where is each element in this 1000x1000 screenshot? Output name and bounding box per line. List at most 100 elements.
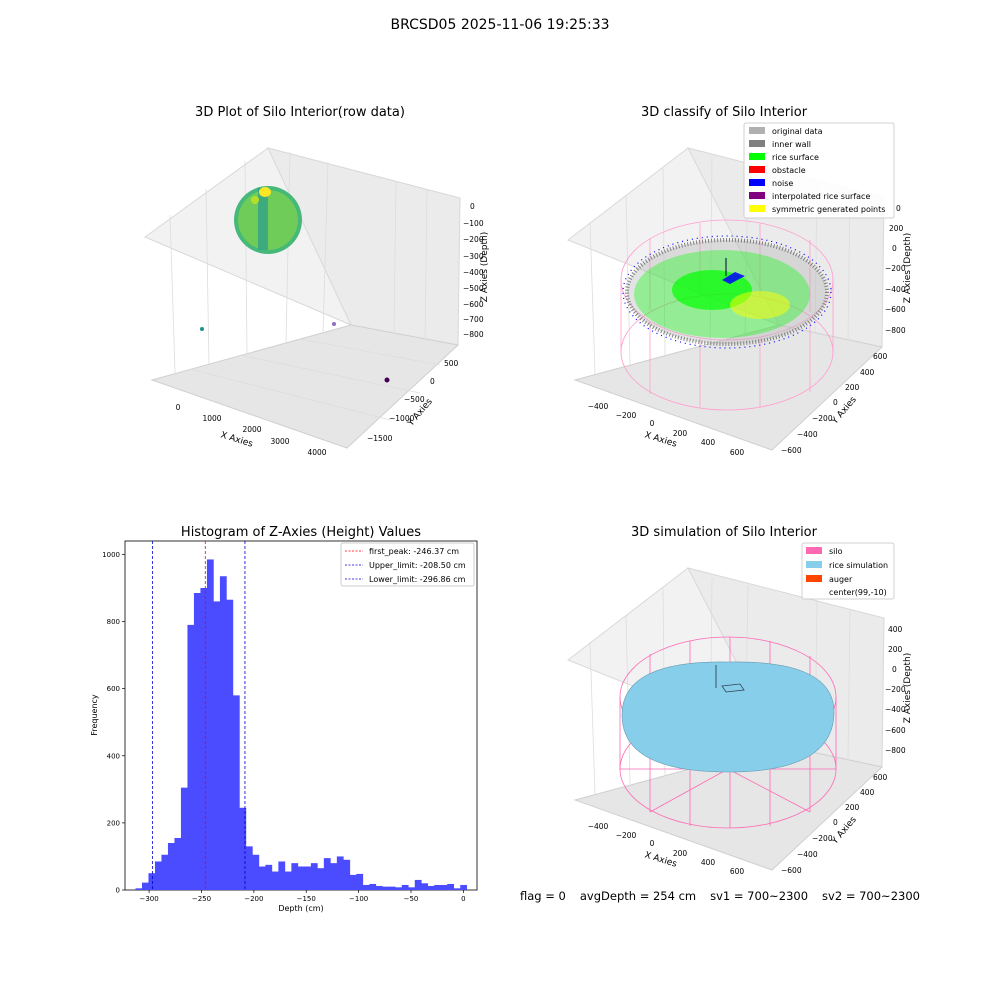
y-tick: 200 — [845, 383, 860, 392]
x-tick-label: −300 — [139, 895, 158, 903]
histogram-bar — [239, 807, 247, 890]
sim-z-label: Z Axies (Depth) — [903, 653, 913, 724]
y-tick: 400 — [860, 368, 875, 377]
y-tick: −400 — [797, 430, 818, 439]
raw-z-label: Z Axies (Depth) — [480, 232, 490, 303]
z-tick: 200 — [889, 224, 904, 233]
x-tick-label: −50 — [404, 895, 419, 903]
histogram-vlines — [151, 541, 246, 890]
x-tick-label: −100 — [349, 895, 368, 903]
classify-x-ticks: −400 −200 0 200 400 600 — [588, 402, 745, 457]
z-tick: 200 — [888, 645, 903, 654]
legend-swatch — [806, 547, 822, 554]
histogram-bar — [252, 854, 260, 890]
legend-label: Upper_limit: -208.50 cm — [369, 561, 466, 570]
x-tick: 200 — [673, 849, 688, 858]
sim-rice-surface — [621, 661, 835, 773]
histogram-bar — [414, 879, 422, 890]
raw-grid — [169, 151, 441, 421]
histogram-bar — [291, 863, 299, 890]
legend-swatch — [749, 127, 765, 134]
histogram-bar — [343, 859, 351, 890]
legend-label: symmetric generated points — [772, 205, 885, 214]
x-tick: −400 — [588, 402, 609, 411]
histogram-bar — [375, 885, 383, 890]
sim-z-ticks: 400 200 0 −200 −400 −600 −800 — [885, 625, 906, 755]
y-tick: 600 — [873, 352, 888, 361]
histogram-bar — [219, 576, 227, 890]
histogram-bar — [304, 866, 312, 890]
histogram-bar — [317, 868, 325, 890]
z-tick: −400 — [885, 705, 906, 714]
y-tick: −200 — [812, 834, 833, 843]
histogram-bar — [271, 871, 279, 890]
y-tick-label: 200 — [107, 819, 120, 827]
histogram-bar — [382, 886, 390, 890]
raw-panel-title: 3D Plot of Silo Interior(row data) — [195, 105, 405, 120]
x-tick: 0 — [650, 839, 655, 848]
y-tick-label: 0 — [116, 887, 120, 895]
histogram-bar — [349, 874, 357, 890]
legend-label: rice surface — [772, 153, 819, 162]
histogram-bar — [460, 884, 468, 890]
simulation-legend: silo rice simulation auger center(99,-10… — [801, 542, 895, 600]
sim-y-ticks: 600 400 200 0 −200 −400 −600 — [781, 773, 888, 875]
classify-legend: original data inner wall rice surface ob… — [743, 122, 895, 219]
histogram-bar — [258, 866, 266, 890]
legend-swatch — [749, 179, 765, 186]
histogram-bar — [154, 861, 162, 890]
raw-x-ticks: 0 1000 2000 3000 4000 — [176, 403, 327, 457]
histogram-bar — [161, 854, 169, 890]
histogram-x-label: Depth (cm) — [278, 904, 323, 913]
y-tick: −500 — [404, 395, 425, 404]
z-tick: −200 — [463, 235, 484, 244]
histogram-bar — [408, 887, 416, 890]
y-tick: −400 — [797, 850, 818, 859]
z-tick: 0 — [892, 665, 897, 674]
histogram-bar — [356, 873, 364, 890]
x-tick: 600 — [730, 867, 745, 876]
x-tick: 4000 — [307, 448, 326, 457]
raw-y-ticks: 500 0 −500 −1000 −1500 — [367, 359, 459, 443]
classify-z-label: Z Axies (Depth) — [903, 233, 913, 304]
x-tick: 2000 — [242, 425, 261, 434]
histogram-plot-area — [124, 540, 478, 891]
histogram-bar — [226, 599, 234, 890]
raw-floor-pane — [150, 324, 460, 449]
legend-label: center(99,-10) — [829, 588, 887, 597]
avg-depth-text: avgDepth = 254 cm — [579, 889, 697, 903]
y-tick: 0 — [430, 377, 435, 386]
legend-label: inner wall — [772, 140, 811, 149]
legend-label: interpolated rice surface — [772, 192, 870, 201]
y-tick: 500 — [444, 359, 459, 368]
histogram-bar — [141, 882, 149, 890]
x-tick-label: −250 — [192, 895, 211, 903]
legend-swatch — [749, 140, 765, 147]
classify-3d-panel: 3D classify of Silo Interior original da… — [567, 105, 913, 457]
histogram-bar — [245, 846, 253, 890]
legend-swatch — [806, 575, 822, 582]
histogram-bar — [206, 559, 214, 890]
legend-label: auger — [829, 575, 853, 584]
histogram-y-label: Frequency — [90, 694, 99, 736]
x-tick-label: 0 — [461, 895, 465, 903]
z-tick: 0 — [470, 202, 475, 211]
histogram-bar — [336, 856, 344, 890]
figure-title: BRCSD05 2025-11-06 19:25:33 — [390, 17, 610, 33]
raw-outlier-point — [200, 327, 204, 331]
x-tick: 400 — [701, 438, 716, 447]
z-tick: −800 — [885, 326, 906, 335]
histogram-bar — [187, 624, 195, 890]
y-tick: −600 — [781, 866, 802, 875]
x-tick-label: −150 — [297, 895, 316, 903]
histogram-bar — [310, 863, 318, 890]
classify-point-cloud — [622, 235, 832, 349]
z-tick: −200 — [885, 264, 906, 273]
z-tick: −600 — [463, 300, 484, 309]
x-tick-label: −200 — [244, 895, 263, 903]
y-tick: −200 — [812, 414, 833, 423]
histogram-bar — [434, 884, 442, 890]
x-tick: 600 — [730, 448, 745, 457]
legend-swatch — [806, 561, 822, 568]
z-tick: −700 — [463, 315, 484, 324]
